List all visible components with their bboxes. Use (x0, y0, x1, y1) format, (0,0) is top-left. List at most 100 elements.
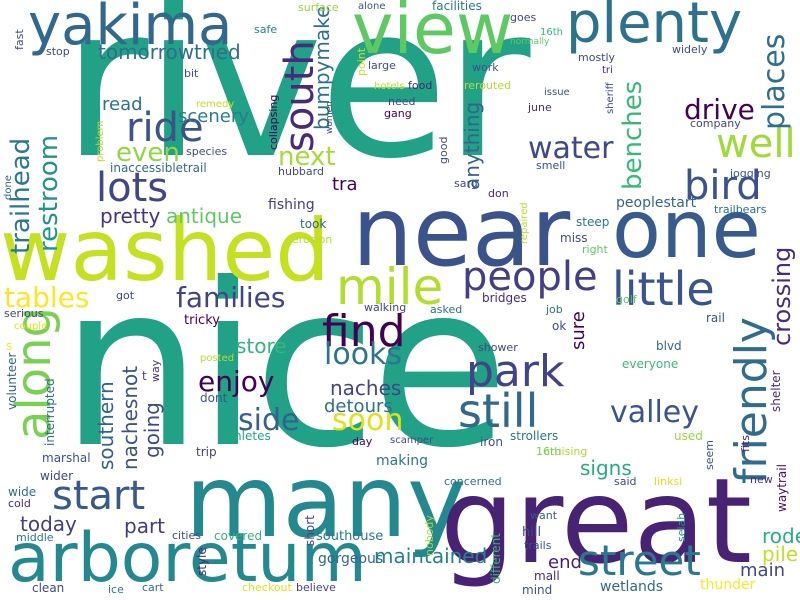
word-river: river (62, 0, 530, 205)
word-well: well (716, 121, 796, 167)
word-shelter: shelter (769, 370, 783, 412)
word-park: park (466, 346, 565, 397)
word-used: used (674, 429, 703, 443)
word-stop: stop (46, 45, 70, 58)
word-athletes: athletes (222, 429, 271, 443)
word-washed: washed (0, 201, 330, 301)
word-enjoy: enjoy (198, 365, 275, 398)
word-miss: miss (560, 231, 588, 245)
word-couple: couple (14, 321, 48, 332)
word-inaccessibletrail: inaccessibletrail (110, 161, 207, 175)
word-widely: widely (672, 43, 708, 56)
word-golf: golf (616, 293, 637, 306)
word-seem: seem (703, 440, 716, 470)
word-selah: selah (675, 512, 688, 542)
word-s: s (6, 339, 13, 353)
word-trip: trip (196, 445, 217, 459)
word-southern: southern (94, 381, 118, 470)
word-drive: drive (684, 93, 755, 126)
word-dont: dont (200, 391, 228, 405)
word-don: don (488, 187, 509, 200)
word-sheriff: sheriff (605, 82, 616, 114)
word-way: way (149, 359, 162, 382)
word-job: job (546, 303, 563, 316)
word-trails: trails (524, 539, 552, 552)
word-volunteer: volunteer (5, 352, 19, 410)
word-gang: gang (384, 107, 412, 120)
word-ok: ok (552, 319, 567, 333)
word-took: took (300, 217, 327, 231)
word-jogging: jogging (730, 167, 771, 180)
word-done: done (3, 175, 14, 200)
word-safe: safe (254, 23, 278, 36)
word-iron: iron (480, 435, 503, 449)
word-day: day (352, 435, 373, 448)
word-tomorrowtried: tomorrowtried (98, 40, 241, 64)
word-looks: looks (324, 337, 403, 372)
word-southouse: southouse (316, 529, 384, 544)
word-families: families (176, 281, 286, 314)
word-even: even (116, 138, 180, 168)
word-new: new (750, 473, 773, 486)
word-work: work (472, 61, 499, 74)
word-hill: hill (522, 525, 542, 540)
word-crossing: crossing (768, 246, 796, 346)
word-pretty: pretty (100, 204, 161, 228)
word-16th2: 16th (540, 27, 563, 38)
word-interrupted: interrupted (43, 378, 57, 446)
word-lots: lots (96, 165, 169, 211)
word-facilities: facilities (432, 0, 482, 13)
word-cart: cart (142, 581, 164, 594)
word-need: need (388, 95, 416, 108)
word-tables: tables (4, 281, 90, 314)
word-yakima: yakima (28, 0, 233, 58)
word-store: store (236, 334, 287, 358)
word-waytrail: waytrail (775, 464, 789, 512)
word-read: read (102, 94, 143, 115)
word-asked: asked (430, 303, 463, 316)
word-water: water (528, 131, 614, 166)
word-mostly: mostly (578, 51, 616, 64)
word-collapsing: collapsing (267, 94, 280, 150)
word-arboretum: arboretum (8, 519, 367, 598)
word-posted: posted (200, 353, 235, 364)
word-strollers: strollers (510, 429, 559, 443)
word-soon: soon (332, 403, 404, 438)
word-hubbard: hubbard (278, 165, 324, 178)
word-mind: mind (522, 583, 553, 597)
word-part: part (124, 514, 166, 538)
word-cruising: cruising (544, 445, 588, 458)
word-tri: tri (602, 65, 613, 76)
word-believe: believe (296, 581, 336, 594)
word-gorgeous: gorgeous (318, 551, 384, 567)
word-shower: shower (478, 341, 518, 354)
word-smell: smell (536, 159, 566, 172)
word-repaired: repaired (519, 202, 530, 244)
word-women: women (325, 101, 335, 134)
word-nobody: nobody (423, 515, 436, 556)
word-company: company (690, 117, 741, 130)
word-want: want (530, 509, 558, 522)
word-people: people (462, 254, 598, 300)
word-great: great (440, 452, 752, 590)
word-today: today (20, 512, 77, 536)
word-naches: naches (330, 376, 402, 400)
word-covered: covered (214, 529, 263, 543)
word-problem: problem (95, 120, 106, 162)
word-everyone: everyone (622, 357, 679, 371)
word-large: large (368, 59, 396, 72)
word-find: find (322, 306, 406, 357)
word-places: places (757, 33, 792, 130)
word-ride: ride (126, 105, 204, 151)
word-blvd: blvd (656, 339, 682, 353)
word-t: t (142, 369, 147, 383)
word-bit: bit (184, 67, 199, 80)
word-start: start (52, 473, 146, 519)
word-mile: mile (336, 258, 444, 316)
word-said: said (614, 475, 637, 488)
word-issue: issue (544, 87, 570, 98)
word-steep: steep (576, 215, 610, 229)
word-view: view (352, 0, 514, 70)
word-concerned: concerned (444, 475, 502, 488)
word-wide: wide (8, 485, 37, 499)
